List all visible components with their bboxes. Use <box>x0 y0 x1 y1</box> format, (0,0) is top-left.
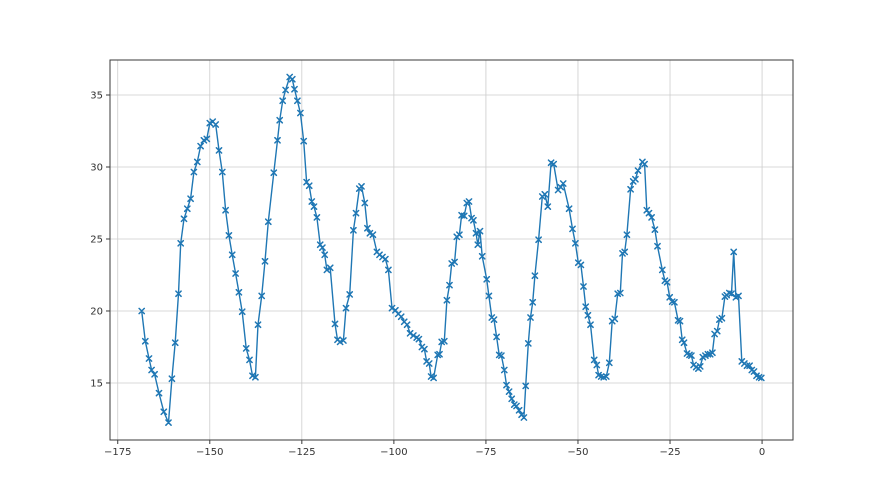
y-tick-label: 25 <box>90 234 103 245</box>
axes-spines <box>109 59 794 441</box>
y-tick-label: 30 <box>90 162 103 173</box>
x-tick-label: 0 <box>759 447 765 458</box>
data-markers <box>138 73 765 426</box>
x-tick-label: −75 <box>475 447 496 458</box>
y-tick-label: 20 <box>90 306 103 317</box>
x-tick-label: −50 <box>567 447 588 458</box>
y-tick-label: 35 <box>90 90 103 101</box>
x-tick-label: −125 <box>288 447 315 458</box>
x-tick-label: −175 <box>104 447 131 458</box>
y-tick-label: 15 <box>90 378 103 389</box>
x-tick-label: −100 <box>380 447 407 458</box>
x-tick-label: −25 <box>659 447 680 458</box>
data-line <box>141 76 762 424</box>
x-tick-label: −150 <box>196 447 223 458</box>
